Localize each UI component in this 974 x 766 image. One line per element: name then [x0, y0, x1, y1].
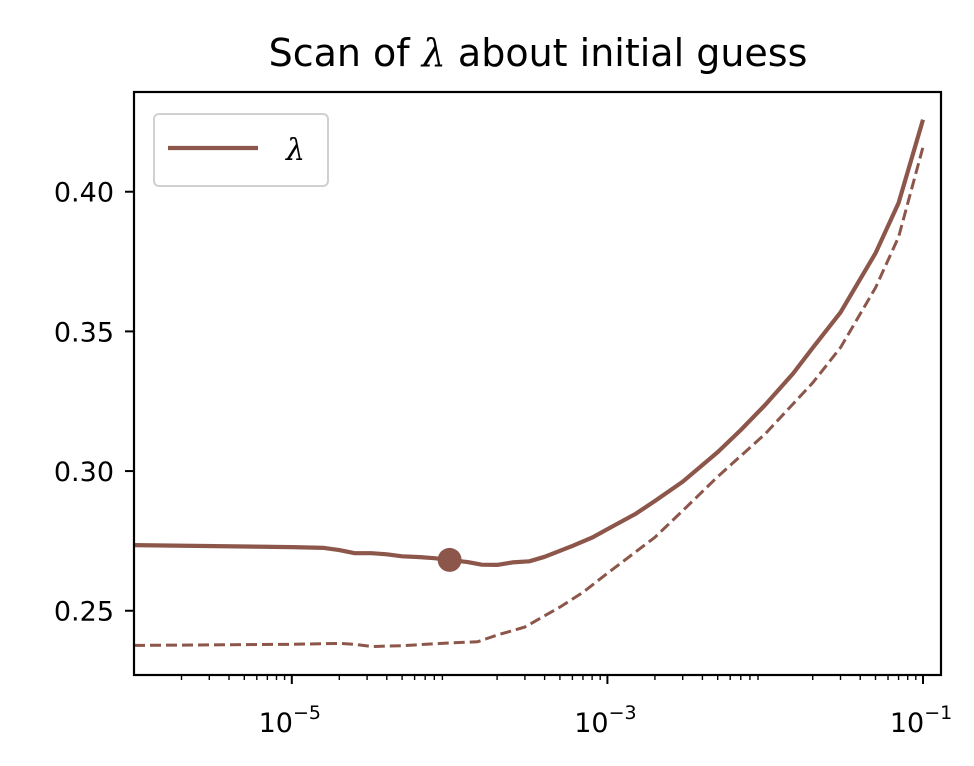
initial-guess-marker [437, 547, 462, 572]
legend-label: λ [285, 133, 305, 168]
y-axis-ticks: 0.25 0.30 0.35 0.40 [54, 178, 134, 628]
series-layer [133, 119, 926, 648]
y-tick-label-3: 0.40 [54, 178, 114, 209]
marker-layer [437, 547, 462, 572]
y-tick-label-0: 0.25 [54, 597, 114, 628]
y-tick-label-2: 0.35 [54, 317, 114, 348]
legend: λ [153, 113, 329, 187]
chart-title: Scan of λ about initial guess [269, 31, 808, 75]
x-tick-label-0: 10−5 [259, 702, 321, 739]
series-lambda-line [133, 119, 926, 567]
plot-area-frame [132, 90, 943, 677]
x-tick-label-1: 10−3 [574, 702, 636, 739]
x-axis-ticks: 10−5 10−3 10−1 [180, 675, 952, 739]
x-tick-label-2: 10−1 [890, 702, 952, 739]
y-tick-label-1: 0.30 [54, 457, 114, 488]
series-dashed-line [133, 146, 925, 648]
